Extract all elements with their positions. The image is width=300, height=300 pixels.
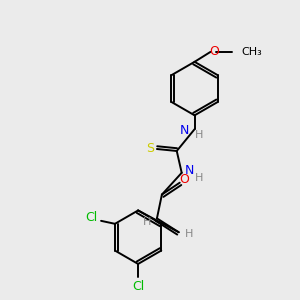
Text: H: H (195, 130, 204, 140)
Text: H: H (143, 217, 151, 227)
Text: O: O (180, 173, 190, 186)
Text: N: N (179, 124, 189, 137)
Text: N: N (185, 164, 194, 177)
Text: H: H (195, 173, 204, 183)
Text: H: H (184, 229, 193, 239)
Text: Cl: Cl (85, 212, 97, 224)
Text: S: S (146, 142, 154, 154)
Text: Cl: Cl (132, 280, 144, 293)
Text: CH₃: CH₃ (241, 47, 262, 57)
Text: O: O (209, 45, 219, 58)
